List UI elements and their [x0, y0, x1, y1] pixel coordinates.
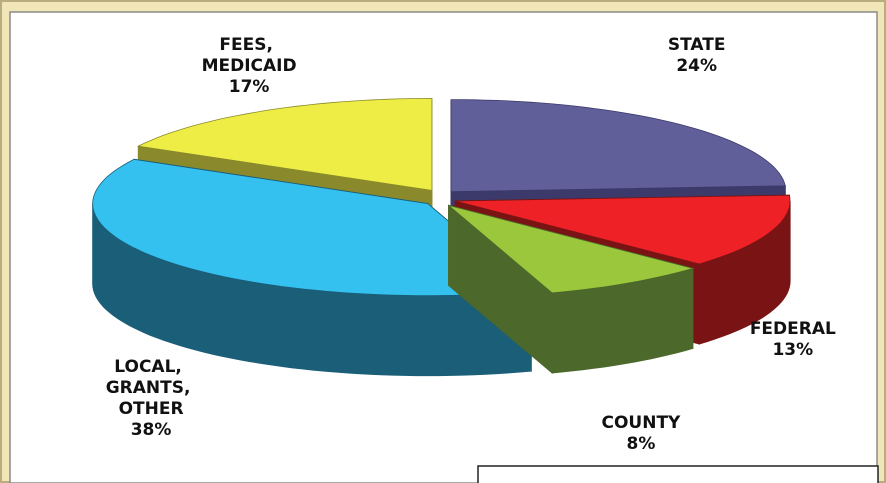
label-line: FEES, — [219, 35, 278, 55]
label-line: OTHER — [119, 399, 184, 419]
value-label: 13% — [772, 340, 813, 360]
category-label: FEES, MEDICAID — [202, 35, 297, 76]
label-line: LOCAL, — [114, 357, 188, 377]
notes-box — [477, 465, 879, 483]
pie — [92, 97, 791, 377]
label-line: FEDERAL — [750, 319, 836, 339]
value-label: 17% — [229, 77, 270, 97]
slice — [450, 99, 786, 193]
slice — [92, 158, 533, 296]
label-line: GRANTS, — [106, 378, 197, 398]
label-line: STATE — [668, 35, 726, 55]
category-label: LOCAL, GRANTS, OTHER — [106, 357, 197, 419]
value-label: 8% — [626, 434, 655, 454]
slice — [455, 194, 791, 265]
label-line: MEDICAID — [202, 56, 297, 76]
value-label: 24% — [676, 56, 717, 76]
category-label: COUNTY — [601, 413, 681, 433]
slice — [448, 205, 695, 294]
label-line: COUNTY — [601, 413, 681, 433]
category-label: STATE — [668, 35, 726, 55]
category-label: FEDERAL — [750, 319, 836, 339]
value-label: 38% — [131, 420, 172, 440]
slice — [136, 97, 433, 191]
